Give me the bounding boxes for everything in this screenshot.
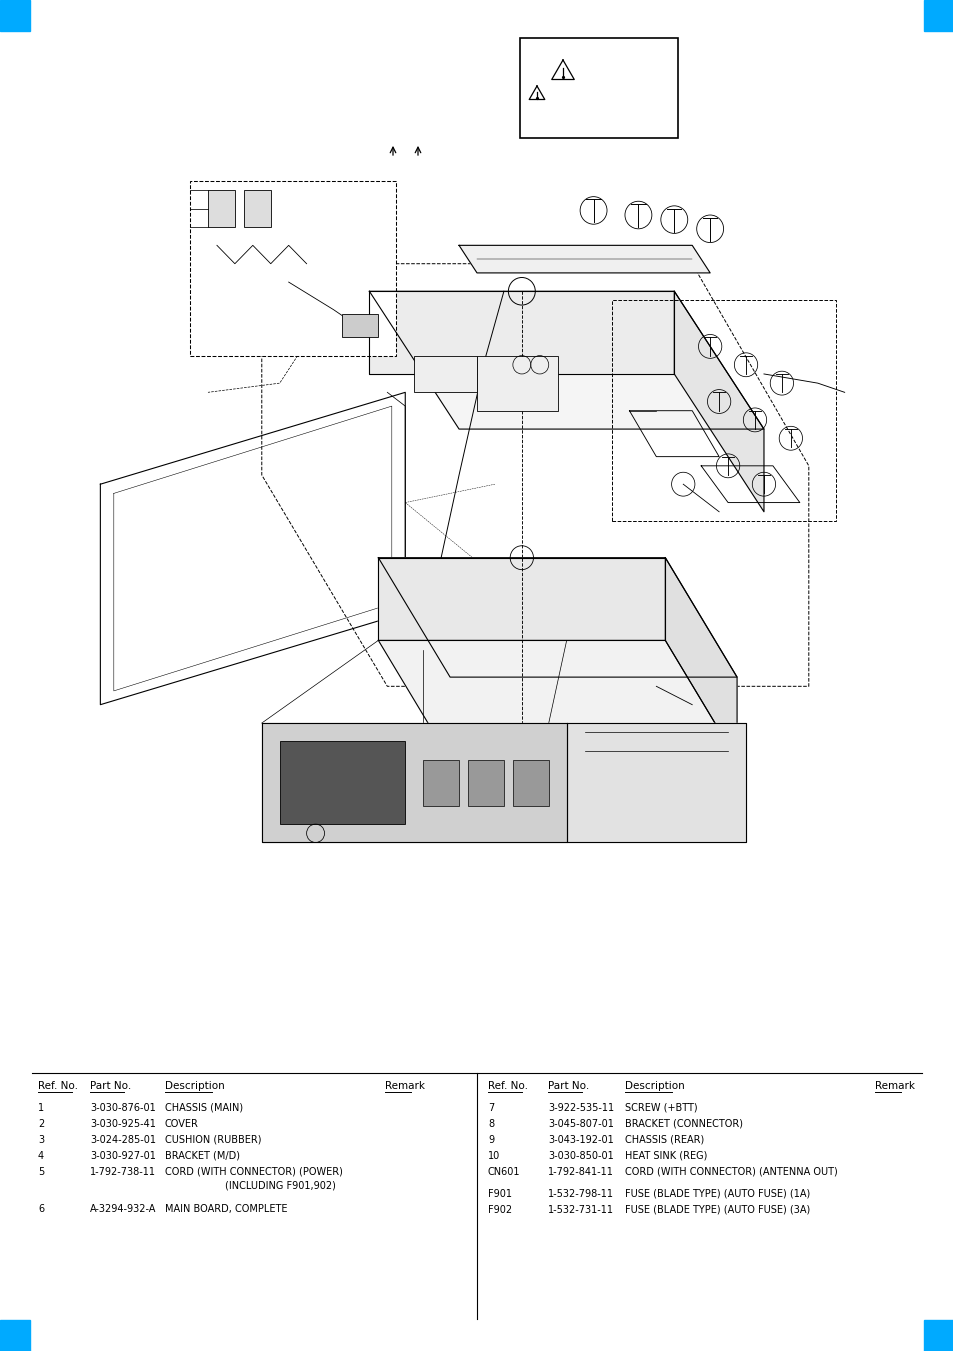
- Bar: [476, 355, 558, 411]
- Text: CUSHION (RUBBER): CUSHION (RUBBER): [165, 1135, 261, 1146]
- Bar: [190, 181, 395, 355]
- Text: 1-792-738-11: 1-792-738-11: [90, 1167, 156, 1177]
- Bar: [0, 1320, 30, 1351]
- Text: 3-030-850-01: 3-030-850-01: [547, 1151, 613, 1161]
- Bar: [611, 300, 835, 521]
- Text: Part No.: Part No.: [547, 1081, 589, 1092]
- Bar: [423, 759, 458, 805]
- Polygon shape: [378, 558, 737, 677]
- Text: CORD (WITH CONNECTOR) (ANTENNA OUT): CORD (WITH CONNECTOR) (ANTENNA OUT): [624, 1167, 837, 1177]
- Text: BRACKET (CONNECTOR): BRACKET (CONNECTOR): [624, 1119, 742, 1129]
- Polygon shape: [458, 246, 709, 273]
- Text: CHASSIS (REAR): CHASSIS (REAR): [624, 1135, 703, 1146]
- Bar: [414, 355, 476, 392]
- Text: 4: 4: [38, 1151, 44, 1161]
- Text: COVER: COVER: [165, 1119, 198, 1129]
- Text: Remark: Remark: [385, 1081, 424, 1092]
- Text: F902: F902: [488, 1205, 512, 1215]
- Text: F901: F901: [488, 1189, 512, 1198]
- Bar: [0, 0, 30, 31]
- Text: FUSE (BLADE TYPE) (AUTO FUSE) (1A): FUSE (BLADE TYPE) (AUTO FUSE) (1A): [624, 1189, 809, 1198]
- Bar: [923, 0, 953, 31]
- Text: FUSE (BLADE TYPE) (AUTO FUSE) (3A): FUSE (BLADE TYPE) (AUTO FUSE) (3A): [624, 1205, 809, 1215]
- Text: 3: 3: [38, 1135, 44, 1146]
- Text: 6: 6: [38, 1204, 44, 1215]
- Bar: [244, 190, 271, 227]
- Polygon shape: [664, 558, 737, 759]
- Text: 3-030-925-41: 3-030-925-41: [90, 1119, 155, 1129]
- Text: 1-792-841-11: 1-792-841-11: [547, 1167, 613, 1177]
- Text: CORD (WITH CONNECTOR) (POWER): CORD (WITH CONNECTOR) (POWER): [165, 1167, 342, 1177]
- Text: 8: 8: [488, 1119, 494, 1129]
- Text: 2: 2: [38, 1119, 44, 1129]
- Text: CHASSIS (MAIN): CHASSIS (MAIN): [165, 1102, 243, 1113]
- Text: 3-043-192-01: 3-043-192-01: [547, 1135, 613, 1146]
- Text: 7: 7: [488, 1102, 494, 1113]
- Text: 3-030-927-01: 3-030-927-01: [90, 1151, 155, 1161]
- Text: MAIN BOARD, COMPLETE: MAIN BOARD, COMPLETE: [165, 1204, 287, 1215]
- Text: 3-030-876-01: 3-030-876-01: [90, 1102, 155, 1113]
- Bar: [513, 759, 548, 805]
- Polygon shape: [369, 292, 763, 430]
- Text: 9: 9: [488, 1135, 494, 1146]
- Text: CN601: CN601: [488, 1167, 520, 1177]
- Bar: [519, 38, 678, 138]
- Text: 10: 10: [488, 1151, 499, 1161]
- Text: 3-045-807-01: 3-045-807-01: [547, 1119, 613, 1129]
- Polygon shape: [378, 640, 737, 759]
- Polygon shape: [566, 723, 745, 843]
- Text: A-3294-932-A: A-3294-932-A: [90, 1204, 156, 1215]
- Polygon shape: [369, 292, 674, 374]
- Text: Description: Description: [165, 1081, 225, 1092]
- Text: SCREW (+BTT): SCREW (+BTT): [624, 1102, 697, 1113]
- Text: 1-532-798-11: 1-532-798-11: [547, 1189, 614, 1198]
- Bar: [923, 1320, 953, 1351]
- Polygon shape: [378, 558, 664, 640]
- Text: HEAT SINK (REG): HEAT SINK (REG): [624, 1151, 706, 1161]
- Text: Remark: Remark: [874, 1081, 914, 1092]
- Text: 3-024-285-01: 3-024-285-01: [90, 1135, 156, 1146]
- Text: Ref. No.: Ref. No.: [38, 1081, 78, 1092]
- Text: 1-532-731-11: 1-532-731-11: [547, 1205, 614, 1215]
- Text: 5: 5: [38, 1167, 44, 1177]
- Polygon shape: [674, 292, 763, 512]
- Text: Part No.: Part No.: [90, 1081, 132, 1092]
- Bar: [208, 190, 234, 227]
- Text: BRACKET (M/D): BRACKET (M/D): [165, 1151, 240, 1161]
- Text: Ref. No.: Ref. No.: [488, 1081, 527, 1092]
- Bar: [279, 742, 405, 824]
- Bar: [468, 759, 503, 805]
- Text: 1: 1: [38, 1102, 44, 1113]
- Text: Description: Description: [624, 1081, 684, 1092]
- Polygon shape: [261, 723, 566, 843]
- Text: (INCLUDING F901,902): (INCLUDING F901,902): [225, 1179, 335, 1190]
- Bar: [342, 315, 378, 338]
- Text: 3-922-535-11: 3-922-535-11: [547, 1102, 614, 1113]
